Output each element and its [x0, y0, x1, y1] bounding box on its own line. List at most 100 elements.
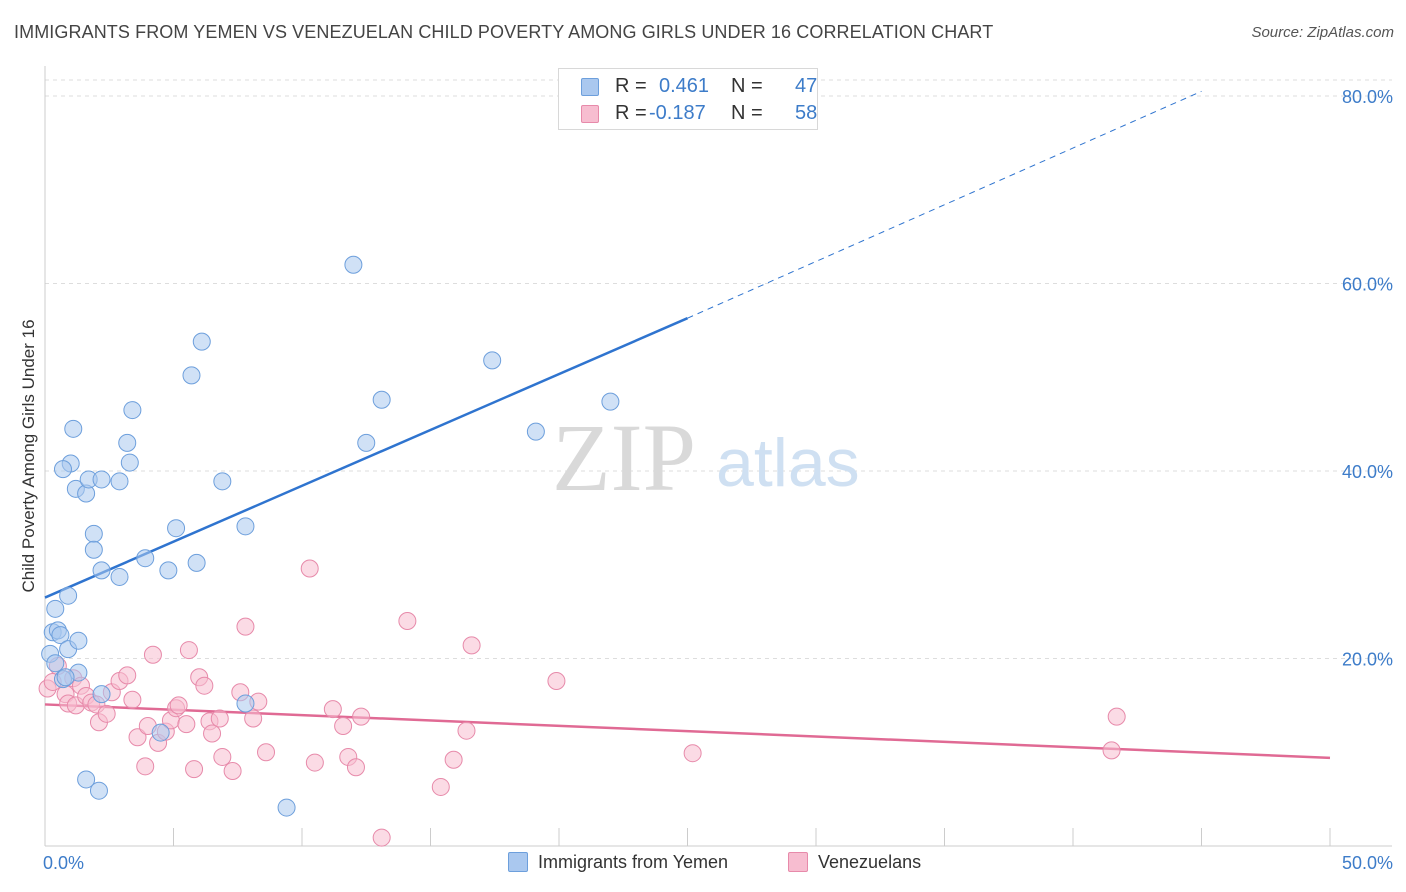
venezuelans-points: [38, 559, 1126, 847]
venezuelans-point: [300, 559, 319, 578]
yemen-point: [64, 419, 83, 438]
yemen-point: [92, 470, 111, 489]
yemen-point: [344, 255, 363, 274]
venezuelans-point: [143, 645, 162, 664]
y-tick-label: 40.0%: [1342, 462, 1393, 482]
yemen-point: [372, 390, 391, 409]
venezuelans-point: [177, 715, 196, 734]
yemen-point: [110, 472, 129, 491]
y-axis-label: Child Poverty Among Girls Under 16: [19, 319, 38, 592]
venezuelans-point: [683, 744, 702, 763]
trend-line-yemen: [44, 317, 688, 599]
legend-item-venezuelans: Venezuelans: [788, 852, 921, 876]
venezuelans-point: [398, 612, 417, 630]
legend-r-value: 0.461: [659, 75, 710, 97]
yemen-point: [167, 519, 186, 538]
yemen-point: [236, 517, 255, 536]
legend-r-value: -0.187: [649, 102, 706, 124]
yemen-point: [118, 433, 137, 452]
y-tick-label: 60.0%: [1342, 275, 1393, 295]
venezuelans-point: [323, 700, 342, 719]
y-tick-label: 20.0%: [1342, 650, 1393, 670]
yemen-point: [357, 433, 376, 452]
watermark-zip: ZIP: [552, 404, 696, 511]
legend-n-value: 58: [795, 102, 818, 124]
yemen-point: [46, 599, 65, 618]
venezuelans-point: [118, 666, 137, 685]
yemen-point: [277, 798, 296, 817]
gridlines: [45, 79, 1392, 659]
yemen-point: [213, 472, 232, 491]
yemen-point: [110, 567, 129, 586]
venezuelans-point: [179, 641, 198, 660]
venezuelans-point: [123, 690, 142, 709]
venezuelans-point: [257, 743, 276, 762]
legend-swatch-yemen: [581, 78, 599, 96]
legend-swatch-venezuelans: [788, 852, 808, 872]
venezuelans-point: [462, 636, 481, 655]
venezuelans-point: [1107, 707, 1126, 726]
venezuelans-point: [236, 617, 255, 636]
axes: [44, 66, 1392, 847]
legend-n-label: N =: [731, 75, 763, 97]
venezuelans-point: [210, 709, 229, 728]
yemen-points: [41, 255, 620, 817]
yemen-point: [123, 401, 142, 420]
tick-labels: 20.0% 40.0% 60.0% 80.0% 0.0% 50.0%: [43, 87, 1393, 873]
yemen-point: [159, 561, 178, 580]
legend-label-yemen: Immigrants from Yemen: [538, 852, 729, 872]
yemen-point: [187, 553, 206, 572]
venezuelans-point: [136, 757, 155, 776]
venezuelans-point: [97, 704, 116, 723]
x-tick-label: 0.0%: [43, 853, 84, 873]
yemen-point: [483, 351, 502, 370]
yemen-point: [56, 668, 75, 687]
yemen-point: [182, 366, 201, 385]
yemen-point: [51, 626, 70, 645]
venezuelans-point: [352, 707, 371, 726]
legend-swatch-venezuelans: [581, 105, 599, 123]
yemen-point: [601, 392, 620, 411]
venezuelans-point: [431, 777, 450, 796]
legend-r-label: R =: [615, 75, 647, 97]
venezuelans-point: [213, 747, 232, 766]
venezuelans-point: [457, 721, 476, 740]
venezuelans-point: [444, 750, 463, 769]
legend-swatch-yemen: [508, 852, 528, 872]
yemen-point: [69, 631, 88, 650]
yemen-point: [151, 723, 170, 742]
yemen-point: [236, 694, 255, 713]
venezuelans-point: [169, 696, 188, 715]
legend-n-value: 47: [795, 75, 818, 97]
yemen-point: [120, 453, 139, 472]
yemen-point: [89, 781, 108, 800]
trend-line-yemen-extension: [687, 90, 1202, 319]
source-label: Source: ZipAtlas.com: [1251, 24, 1394, 41]
venezuelans-point: [346, 758, 365, 777]
yemen-point: [526, 422, 545, 441]
venezuelans-point: [547, 672, 566, 690]
legend-label-venezuelans: Venezuelans: [818, 852, 922, 872]
watermark-atlas: atlas: [716, 425, 860, 501]
yemen-point: [84, 524, 103, 543]
y-tick-label: 80.0%: [1342, 87, 1393, 107]
legend-item-yemen: Immigrants from Yemen: [508, 852, 728, 876]
venezuelans-point: [305, 753, 324, 772]
venezuelans-point: [334, 717, 353, 735]
legend-r-label: R =: [615, 102, 647, 124]
yemen-point: [84, 540, 103, 559]
venezuelans-point: [372, 828, 391, 847]
yemen-point: [192, 332, 211, 351]
venezuelans-point: [203, 724, 222, 743]
stats-legend: R = 0.461 N = 47 R = -0.187 N = 58: [558, 68, 818, 130]
yemen-point: [77, 770, 96, 789]
yemen-point: [59, 586, 78, 605]
yemen-point: [46, 654, 65, 673]
legend-n-label: N =: [731, 102, 763, 124]
x-tick-label: 50.0%: [1342, 853, 1393, 873]
watermark: ZIP atlas: [552, 404, 860, 511]
chart-title: IMMIGRANTS FROM YEMEN VS VENEZUELAN CHIL…: [14, 22, 994, 42]
venezuelans-point: [244, 709, 263, 728]
venezuelans-point: [195, 676, 214, 695]
